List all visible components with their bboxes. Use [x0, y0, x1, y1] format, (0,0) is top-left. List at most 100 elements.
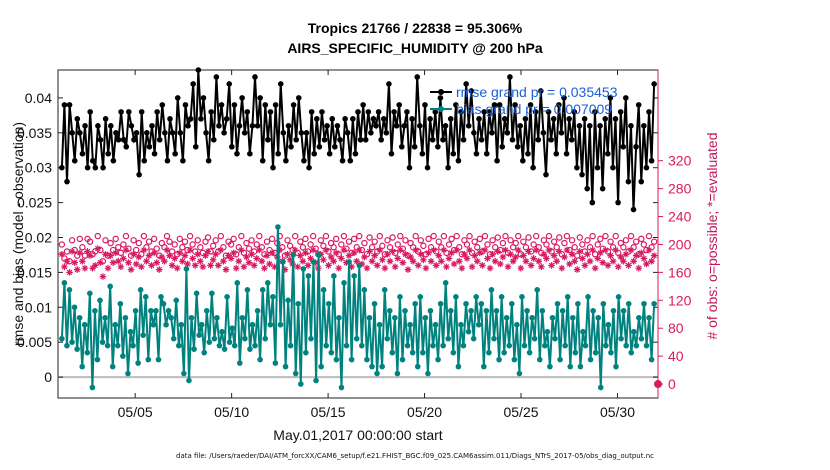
- rmse-point: [319, 109, 325, 115]
- bias-point: [285, 297, 291, 304]
- rmse-point: [120, 136, 127, 143]
- obs-evaluated-point: [627, 246, 635, 254]
- rmse-point: [71, 157, 78, 164]
- rmse-point: [239, 95, 245, 101]
- bias-point: [214, 314, 220, 321]
- rmse-point: [465, 123, 472, 129]
- obs-possible-point: [297, 238, 304, 245]
- obs-evaluated-point: [112, 249, 120, 257]
- rmse-point: [259, 157, 266, 164]
- bias-point: [175, 342, 182, 349]
- obs-evaluated-point: [255, 246, 263, 254]
- obs-evaluated-point: [97, 259, 104, 266]
- rmse-point: [301, 157, 307, 164]
- bias-point: [206, 339, 213, 345]
- y-left-tick-label: 0: [44, 369, 52, 385]
- obs-evaluated-point: [197, 257, 204, 265]
- obs-evaluated-point: [353, 257, 361, 265]
- bias-point: [69, 339, 75, 345]
- rmse-point: [339, 157, 346, 164]
- obs-evaluated-point: [104, 264, 112, 272]
- bias-point: [132, 307, 139, 314]
- rmse-point: [262, 102, 269, 108]
- rmse-point: [247, 150, 253, 157]
- obs-evaluated-point: [455, 257, 463, 265]
- obs-evaluated-point: [299, 257, 307, 265]
- bias-point: [529, 314, 535, 321]
- obs-evaluated-point: [261, 264, 268, 272]
- obs-possible-point: [333, 235, 340, 243]
- obs-evaluated-point: [630, 257, 637, 265]
- obs-possible-point: [525, 234, 532, 241]
- rmse-point: [156, 136, 163, 143]
- obs-evaluated-point: [309, 246, 317, 254]
- obs-possible-point: [520, 238, 527, 245]
- obs-evaluated-point: [484, 255, 491, 262]
- obs-possible-point: [361, 239, 368, 247]
- bias-point: [442, 280, 449, 286]
- obs-possible-point: [256, 232, 263, 240]
- obs-evaluated-point: [132, 260, 140, 268]
- y-right-tick-label: 160: [668, 264, 692, 280]
- obs-evaluated-point: [153, 259, 161, 266]
- bias-point: [142, 294, 149, 300]
- obs-possible-point: [238, 232, 245, 240]
- obs-possible-point: [435, 238, 442, 245]
- y-left-tick-label: 0.02: [25, 229, 52, 245]
- rmse-point: [378, 136, 384, 143]
- rmse-point: [195, 67, 202, 73]
- obs-evaluated-point: [122, 246, 130, 254]
- obs-possible-point: [499, 239, 507, 247]
- obs-evaluated-point: [632, 252, 640, 259]
- obs-evaluated-point: [130, 250, 137, 258]
- rmse-point: [574, 164, 580, 171]
- obs-possible-point: [163, 232, 171, 240]
- obs-possible-point: [550, 238, 558, 245]
- rmse-point: [164, 157, 171, 164]
- bias-point: [137, 287, 144, 293]
- rmse-point: [458, 109, 464, 115]
- bias-point: [107, 283, 113, 290]
- rmse-point: [303, 130, 310, 136]
- bias-point: [420, 349, 426, 356]
- rmse-point: [283, 157, 289, 164]
- obs-evaluated-point: [284, 250, 291, 258]
- rmse-point: [167, 116, 173, 122]
- rmse-point: [491, 102, 498, 108]
- bias-point: [153, 307, 159, 314]
- obs-evaluated-point: [525, 248, 532, 255]
- obs-evaluated-point: [412, 246, 419, 254]
- bias-point: [305, 273, 312, 279]
- obs-possible-point: [476, 235, 483, 243]
- obs-evaluated-point: [286, 256, 294, 264]
- bias-point: [158, 294, 164, 300]
- bias-point: [290, 252, 296, 258]
- bias-point: [371, 300, 378, 307]
- rmse-point: [316, 143, 323, 150]
- series-bias: [59, 224, 657, 391]
- bias-point: [198, 321, 205, 328]
- obs-possible-point: [376, 232, 383, 240]
- bias-point: [409, 349, 416, 356]
- bias-point: [272, 360, 279, 366]
- bias-point: [620, 307, 627, 314]
- bias-point: [554, 300, 561, 307]
- obs-possible-point: [107, 239, 114, 247]
- rmse-point: [648, 157, 655, 164]
- obs-evaluated-point: [450, 260, 458, 268]
- obs-evaluated-point: [481, 246, 489, 254]
- obs-possible-point: [561, 239, 568, 247]
- rmse-point: [128, 123, 135, 129]
- obs-evaluated-point: [143, 257, 150, 265]
- obs-evaluated-point: [614, 263, 622, 271]
- bias-point: [450, 349, 457, 356]
- bias-point: [239, 314, 246, 321]
- bias-point: [592, 349, 599, 356]
- rmse-point: [471, 130, 477, 136]
- obs-evaluated-point: [145, 252, 153, 259]
- obs-evaluated-point: [461, 250, 468, 258]
- y-left-tick-label: 0.035: [17, 125, 52, 141]
- bias-point: [229, 325, 235, 332]
- obs-evaluated-point: [248, 250, 255, 258]
